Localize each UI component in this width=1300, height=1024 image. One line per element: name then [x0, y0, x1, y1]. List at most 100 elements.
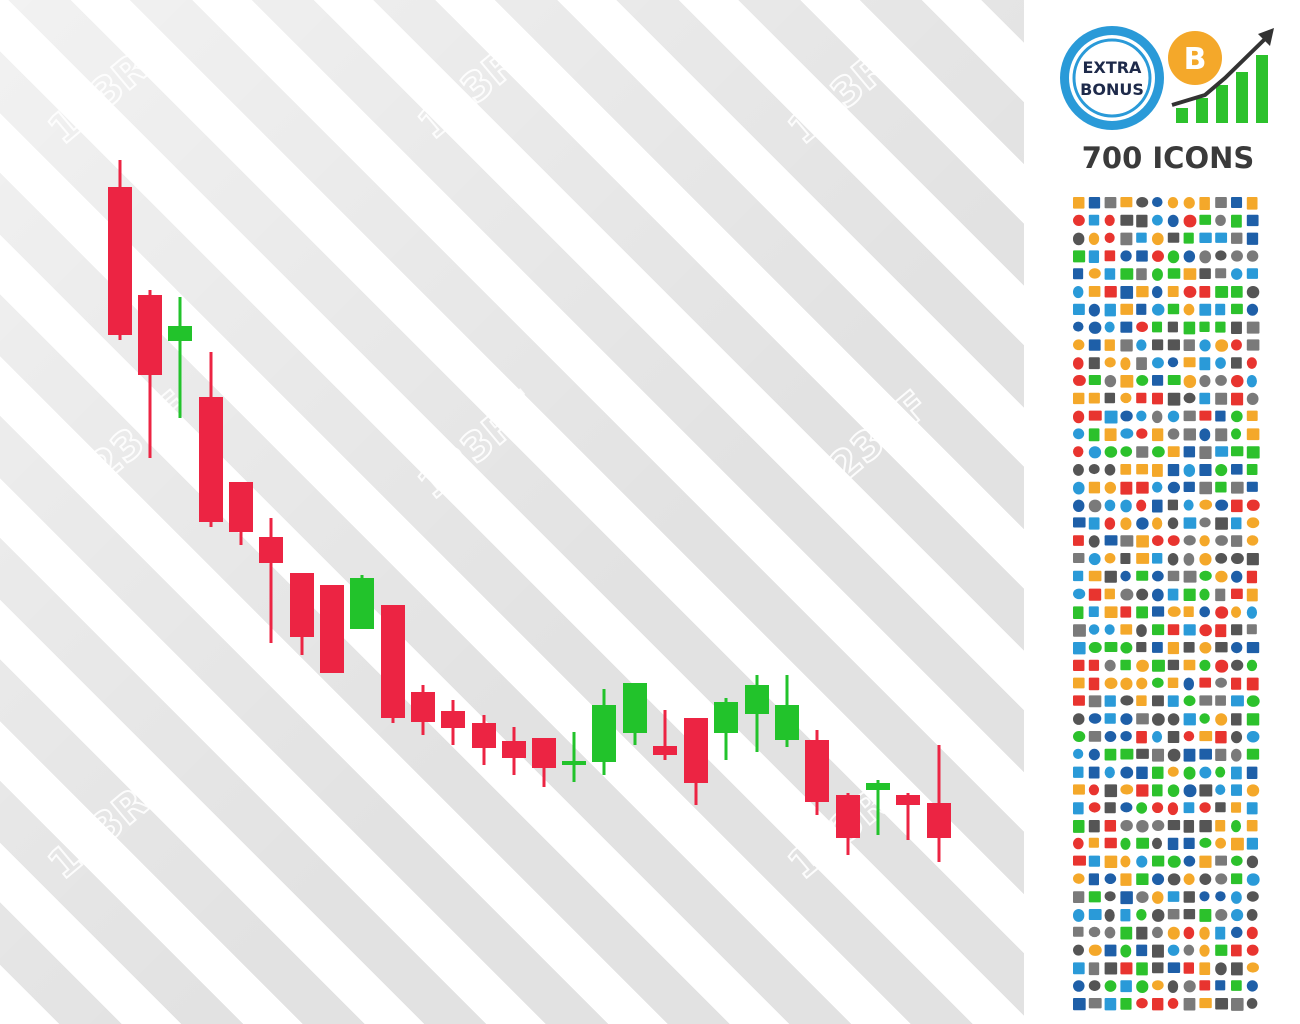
mini-icon	[1231, 980, 1242, 991]
mini-icon	[1183, 375, 1197, 388]
mini-icon	[1136, 499, 1147, 512]
mini-icon	[1104, 428, 1117, 442]
mini-icon	[1167, 357, 1179, 368]
mini-icon	[1183, 570, 1197, 583]
mini-icon	[1246, 357, 1257, 369]
headline: 700 ICONS	[1082, 141, 1255, 175]
mini-icon	[1152, 962, 1164, 974]
mini-icon	[1167, 588, 1179, 601]
mini-icon	[1120, 677, 1133, 690]
mini-icon	[1215, 268, 1227, 279]
mini-icon	[1104, 659, 1116, 672]
mini-icon	[1136, 659, 1149, 672]
mini-icon	[1073, 197, 1085, 209]
mini-icon	[1104, 909, 1115, 922]
mini-icon	[1088, 820, 1100, 833]
mini-icon	[1088, 837, 1099, 848]
mini-icon	[1073, 428, 1085, 440]
mini-icon	[1073, 748, 1084, 760]
mini-icon	[1073, 286, 1084, 299]
mini-icon	[1073, 926, 1084, 937]
mini-icon	[1183, 499, 1194, 511]
mini-icon	[1104, 837, 1117, 849]
mini-icon	[1246, 802, 1258, 815]
mini-icon	[1152, 980, 1164, 991]
mini-icon	[1136, 357, 1147, 371]
mini-icon	[1136, 321, 1148, 333]
candle-body	[562, 761, 586, 765]
mini-icon	[1120, 837, 1131, 850]
mini-icon	[1215, 392, 1228, 405]
mini-icon	[1120, 695, 1134, 706]
mini-icon	[1231, 624, 1243, 636]
mini-icon	[1136, 677, 1148, 690]
mini-icon	[1246, 695, 1260, 707]
mini-icon	[1167, 375, 1181, 386]
mini-icon	[1199, 748, 1212, 760]
mini-icon	[1215, 250, 1227, 261]
mini-icon	[1104, 926, 1116, 939]
mini-icon	[1152, 321, 1163, 333]
mini-icon	[1167, 197, 1179, 209]
mini-icon	[1199, 588, 1210, 601]
mini-icon	[1104, 891, 1116, 902]
mini-icon	[1231, 375, 1244, 388]
mini-icon	[1231, 197, 1243, 209]
mini-icon	[1136, 410, 1147, 422]
mini-icon	[1199, 873, 1212, 885]
mini-icon	[1199, 268, 1211, 279]
mini-icon	[1120, 428, 1134, 439]
mini-icon	[1199, 250, 1212, 264]
mini-icon	[1183, 748, 1196, 762]
mini-icon	[1167, 731, 1180, 744]
mini-icon	[1136, 891, 1149, 903]
mini-icon	[1183, 464, 1196, 477]
watermark: 123RF	[780, 27, 918, 153]
mini-icon	[1167, 980, 1179, 993]
mini-icon	[1246, 677, 1259, 691]
mini-icon	[1073, 214, 1085, 227]
mini-icon	[1152, 410, 1163, 424]
mini-icon	[1120, 998, 1132, 1010]
mini-icon	[1215, 962, 1227, 976]
candle-body	[532, 738, 556, 768]
mini-icon	[1199, 232, 1212, 244]
mini-icon	[1120, 499, 1132, 513]
watermark: 123RF	[410, 22, 548, 148]
mini-icon	[1104, 873, 1117, 885]
mini-icon	[1104, 303, 1116, 317]
mini-icon	[1183, 802, 1195, 814]
mini-icon	[1088, 464, 1100, 475]
mini-icon	[1231, 268, 1243, 280]
mini-icon	[1246, 303, 1259, 316]
mini-icon	[1088, 873, 1099, 886]
mini-icon	[1088, 286, 1101, 297]
mini-icon	[1104, 748, 1117, 761]
mini-icon	[1088, 499, 1102, 513]
mini-icon	[1215, 553, 1228, 564]
mini-icon	[1199, 553, 1212, 566]
bitcoin-coin	[1168, 31, 1222, 85]
mini-icon	[1152, 375, 1164, 386]
mini-icon	[1199, 980, 1211, 991]
mini-icon	[1073, 481, 1085, 495]
mini-icon	[1246, 837, 1259, 850]
mini-icon	[1136, 837, 1150, 849]
mini-icon	[1120, 891, 1133, 905]
mini-icon	[1246, 713, 1260, 726]
mini-icon	[1183, 481, 1195, 493]
mini-icon	[1152, 926, 1163, 939]
mini-icon	[1231, 499, 1243, 513]
mini-icon	[1088, 268, 1101, 279]
candle-body	[684, 718, 708, 783]
mini-icon	[1231, 303, 1243, 315]
mini-icon	[1199, 446, 1212, 459]
mini-icon	[1152, 748, 1165, 762]
mini-icon	[1152, 837, 1163, 850]
mini-icon	[1120, 392, 1132, 404]
mini-icon	[1183, 197, 1195, 209]
candle-body	[502, 741, 526, 758]
candle-body	[199, 397, 223, 522]
mini-icon	[1088, 446, 1102, 459]
mini-icon	[1120, 517, 1132, 531]
